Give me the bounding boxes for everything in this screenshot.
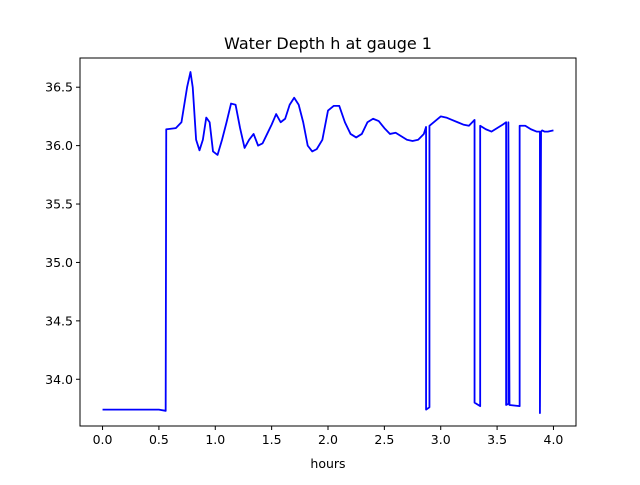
x-tick-label: 1.5: [262, 432, 282, 447]
x-tick-label: 0.5: [149, 432, 169, 447]
y-tick-label: 34.5: [45, 313, 73, 328]
x-tick-label: 3.5: [487, 432, 507, 447]
y-tick-label: 35.5: [45, 197, 73, 212]
x-tick-label: 4.0: [544, 432, 564, 447]
y-tick-label: 34.0: [45, 372, 73, 387]
x-tick-label: 1.0: [205, 432, 225, 447]
x-axis-label: hours: [310, 456, 345, 471]
x-tick-label: 2.5: [374, 432, 394, 447]
chart-title: Water Depth h at gauge 1: [224, 34, 432, 53]
y-tick-label: 35.0: [45, 255, 73, 270]
x-tick-label: 3.0: [431, 432, 451, 447]
y-tick-label: 36.0: [45, 138, 73, 153]
y-tick-label: 36.5: [45, 80, 73, 95]
axes-frame: [79, 57, 577, 427]
x-tick-label: 0.0: [93, 432, 113, 447]
plot-area: 0.0 0.5 1.0 1.5 2.0 2.5 3.0 3.5 4.0 34.0 34.5 35.0 3…: [45, 57, 577, 447]
series-line-0: [102, 71, 554, 415]
x-tick-label: 2.0: [318, 432, 338, 447]
